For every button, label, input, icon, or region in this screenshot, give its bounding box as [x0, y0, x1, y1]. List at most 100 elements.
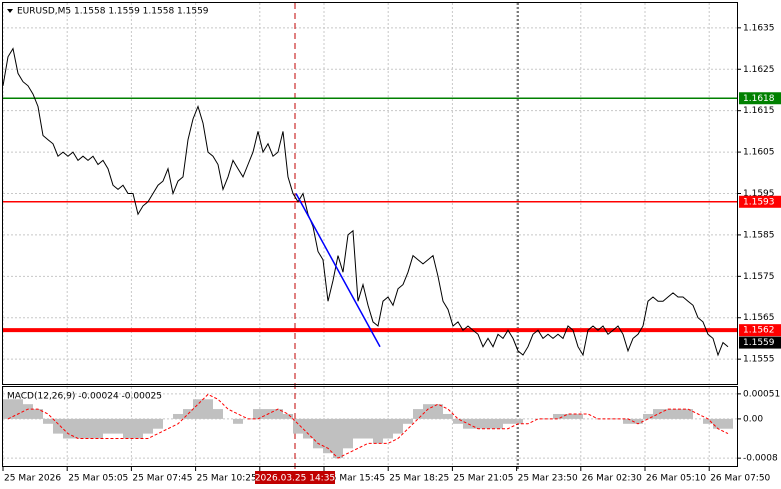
macd-bar: [643, 413, 653, 419]
macd-bar: [113, 418, 123, 434]
x-tick-label: 25 Mar 10:25: [197, 474, 257, 484]
y-tick-label: 0.00051: [743, 389, 780, 399]
macd-bar: [73, 418, 83, 439]
y-tick-label: 1.1595: [743, 189, 775, 199]
macd-bar: [193, 399, 203, 419]
macd-bar: [123, 418, 133, 439]
macd-panel-frame: [2, 386, 738, 467]
dropdown-icon: [7, 9, 13, 13]
y-tick-label: 1.1635: [743, 23, 775, 33]
macd-bar: [673, 409, 683, 419]
price-level-tag: [739, 324, 781, 337]
x-tick-label: 25 Mar 05:05: [68, 474, 128, 484]
macd-bar: [43, 418, 53, 424]
macd-bar: [313, 418, 323, 449]
macd-bar: [363, 418, 373, 439]
macd-bar: [433, 404, 443, 419]
price-level-tag: [739, 92, 781, 105]
macd-bar: [233, 418, 243, 424]
x-tick-label: 25 Mar 18:25: [389, 474, 449, 484]
y-tick-label: 1.1575: [743, 272, 775, 282]
macd-bar: [253, 409, 263, 419]
macd-bar: [93, 418, 103, 439]
macd-bar: [183, 409, 193, 419]
macd-bar: [333, 418, 343, 459]
macd-bar: [343, 418, 353, 449]
macd-bar: [203, 399, 213, 419]
macd-bar: [153, 418, 163, 429]
macd-bar: [373, 418, 383, 444]
macd-bar: [683, 409, 693, 419]
y-tick-label: -0.0008: [743, 454, 778, 464]
macd-bar: [3, 399, 13, 419]
macd-bar: [713, 418, 723, 429]
x-tick-label: 25 Mar 23:50: [518, 474, 578, 484]
x-tick-label: 26 Mar 02:30: [582, 474, 642, 484]
chart-title: EURUSD,M5 1.1558 1.1559 1.1558 1.1559: [17, 7, 209, 17]
macd-bar: [453, 418, 463, 424]
macd-bar: [173, 413, 183, 419]
macd-bar: [353, 418, 363, 439]
price-level-label: 1.1593: [743, 197, 775, 207]
signal-line: [7, 393, 729, 459]
macd-bar: [133, 418, 143, 439]
macd-bar: [473, 418, 483, 429]
macd-title: MACD(12,26,9) -0.00024 -0.00025: [7, 392, 162, 402]
macd-bar: [633, 418, 643, 424]
x-tick-label: 26 Mar 05:10: [646, 474, 706, 484]
last-price-label: 1.1559: [743, 338, 775, 348]
macd-bar: [493, 418, 503, 429]
crosshair-time-label: 2026.03.25 14:35: [255, 474, 335, 484]
macd-bar: [403, 418, 413, 424]
macd-bar: [63, 418, 73, 439]
y-tick-label: 1.1585: [743, 230, 775, 240]
macd-bar: [33, 409, 43, 419]
macd-bar: [653, 409, 663, 419]
macd-bar: [143, 418, 153, 434]
price-level-tag: [739, 195, 781, 208]
price-line: [2, 47, 729, 357]
macd-bar: [503, 418, 513, 424]
macd-bar: [623, 418, 633, 424]
macd-bar: [213, 409, 223, 419]
y-tick-label: 1.1615: [743, 106, 775, 116]
macd-bar: [13, 399, 23, 419]
macd-bar: [303, 418, 313, 439]
macd-bar: [293, 418, 303, 434]
y-tick-label: 1.1605: [743, 148, 775, 158]
macd-bar: [553, 413, 563, 419]
macd-bar: [563, 413, 573, 419]
macd-bar: [513, 418, 523, 424]
x-tick-label: 25 Mar 21:05: [453, 474, 513, 484]
macd-bar: [323, 418, 333, 454]
y-tick-label: 0.00: [743, 414, 763, 424]
x-tick-label: 25 Mar 2026: [4, 474, 61, 484]
macd-bar: [53, 418, 63, 434]
price-level-label: 1.1562: [743, 326, 775, 336]
y-tick-label: 1.1555: [743, 355, 775, 365]
macd-bar: [273, 409, 283, 419]
price-panel-frame: [2, 2, 738, 385]
price-level-label: 1.1618: [743, 94, 775, 104]
macd-bar: [573, 413, 583, 419]
x-tick-label: 25 Mar 15:45: [325, 474, 385, 484]
x-tick-label: 25 Mar 07:45: [132, 474, 192, 484]
macd-bar: [443, 413, 453, 419]
macd-bar: [723, 418, 733, 429]
macd-bar: [663, 409, 673, 419]
macd-bar: [463, 418, 473, 429]
macd-bar: [483, 418, 493, 429]
macd-bar: [283, 413, 293, 419]
macd-bar: [413, 409, 423, 419]
macd-bar: [83, 418, 93, 439]
macd-bar: [103, 418, 113, 434]
y-tick-label: 1.1625: [743, 65, 775, 75]
y-tick-label: 1.1565: [743, 313, 775, 323]
trendline: [295, 193, 381, 348]
macd-bar: [393, 418, 403, 434]
x-tick-label: 26 Mar 07:50: [710, 474, 770, 484]
macd-bar: [423, 404, 433, 419]
macd-bar: [23, 404, 33, 419]
